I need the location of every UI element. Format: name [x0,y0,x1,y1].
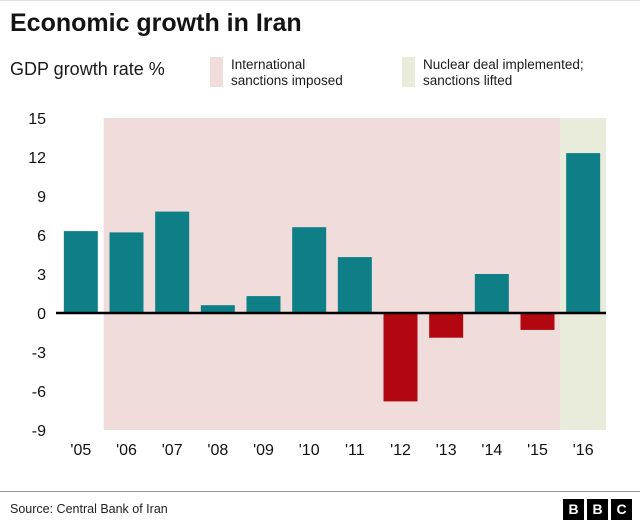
x-tick-label: '09 [253,442,274,459]
y-tick-label: -6 [32,384,46,401]
legend-label-sanctions-line2: sanctions imposed [231,73,343,88]
chart-subtitle: GDP growth rate % [10,59,165,79]
bar-07 [155,211,190,313]
legend-swatch-sanctions [210,57,223,87]
gdp-growth-bar-chart: 15 12 9 6 3 0 -3 -6 -9 '05 '06 '07 '08 '09 '10 '11 '12 '1… [28,111,606,459]
bar-10 [292,227,327,313]
page-title: Economic growth in Iran [10,9,302,37]
x-tick-label: '07 [162,442,183,459]
bar-08 [200,305,235,313]
bbc-logo-block-b2: B [587,498,608,520]
bar-09 [246,296,281,313]
bar-11 [337,257,372,313]
bar-14 [474,274,509,313]
bbc-logo-block-c: C [611,498,632,520]
x-tick-label: '13 [436,442,457,459]
legend-label-sanctions-line1: International [231,57,306,72]
x-tick-label: '08 [207,442,228,459]
legend-label-nuclear-deal: Nuclear deal implemented; sanctions lift… [423,57,584,89]
bbc-logo-block-b1: B [563,498,584,520]
chart-header: Economic growth in Iran GDP growth rate … [0,1,640,106]
bar-06 [109,232,144,313]
bar-12 [383,313,418,402]
x-tick-label: '12 [390,442,411,459]
legend-item-nuclear-deal: Nuclear deal implemented; sanctions lift… [402,57,584,89]
bar-13 [429,313,464,338]
legend-label-nuclear-deal-line2: sanctions lifted [423,73,513,88]
legend-swatch-nuclear-deal [402,57,415,87]
legend-item-sanctions: International sanctions imposed [210,57,343,89]
y-tick-label: 6 [37,228,46,245]
bar-15 [520,313,555,330]
bar-16 [566,153,601,313]
x-tick-label: '14 [481,442,502,459]
y-tick-label: 9 [37,189,46,206]
x-tick-label: '05 [70,442,91,459]
x-tick-label: '16 [573,442,594,459]
source-text: Source: Central Bank of Iran [10,502,168,516]
x-tick-label: '11 [345,442,365,459]
legend-label-nuclear-deal-line1: Nuclear deal implemented; [423,57,584,72]
y-tick-label: -3 [32,345,46,362]
x-tick-label: '15 [527,442,548,459]
footer: Source: Central Bank of Iran B B C [0,491,640,526]
legend-label-sanctions: International sanctions imposed [231,57,343,89]
x-tick-label: '10 [299,442,320,459]
x-tick-label: '06 [116,442,137,459]
y-tick-label: -9 [32,423,46,440]
y-tick-label: 12 [28,150,46,167]
y-tick-label: 0 [37,306,46,323]
bbc-logo: B B C [560,498,632,520]
bar-05 [63,231,98,313]
y-tick-label: 15 [28,111,46,128]
y-tick-label: 3 [37,267,46,284]
